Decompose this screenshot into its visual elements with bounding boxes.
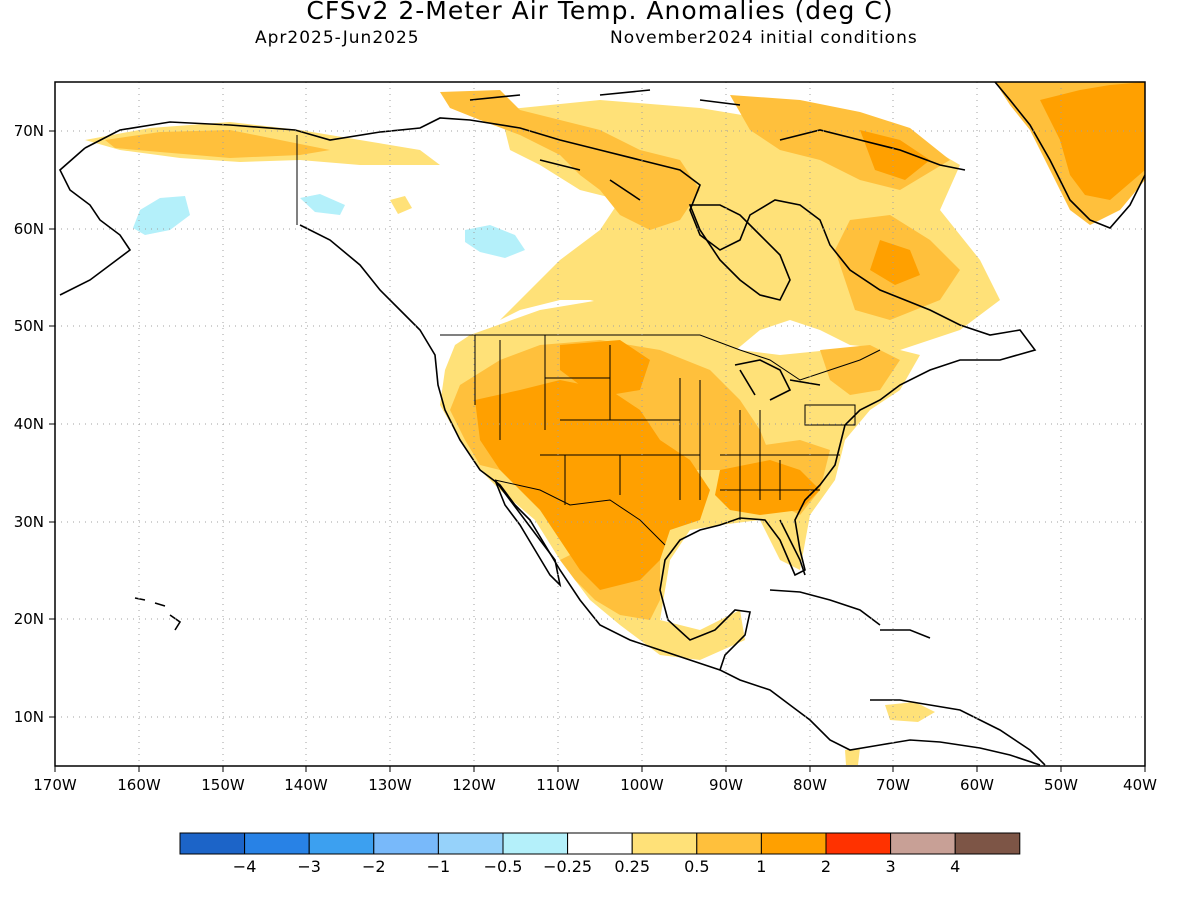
colorbar-swatch: [760, 832, 827, 855]
anomaly-zone-gulf-coast: [715, 460, 820, 515]
coastline-great-lakes: [734, 359, 821, 401]
colorbar-swatch: [308, 832, 375, 855]
lon-label: 130W: [368, 776, 412, 794]
coastline-hawaii: [134, 597, 182, 631]
colorbar-label: −4: [233, 857, 257, 876]
lon-label: 40W: [1123, 776, 1157, 794]
colorbar-swatch: [437, 832, 504, 855]
colorbar-label: 0.5: [684, 857, 709, 876]
coastline-hispaniola: [880, 629, 931, 639]
colorbar-label: 4: [950, 857, 960, 876]
initial-conditions: November2024 initial conditions: [610, 28, 918, 48]
anomaly-zone-alaska-cool: [133, 196, 190, 235]
anomaly-zone-southwest-core: [475, 380, 710, 590]
coastline-alaska-west: [59, 147, 132, 296]
colorbar-swatch: [373, 832, 439, 855]
coastline-greenland: [994, 82, 1145, 229]
colorbar-label: −0.25: [543, 857, 592, 876]
political-borders: [296, 135, 881, 546]
colorbar-swatch: [631, 832, 698, 855]
colorbar-label: −0.5: [484, 857, 523, 876]
border-us-canada: [440, 334, 881, 381]
anomaly-zone-baffin-core: [860, 130, 930, 180]
lon-label: 170W: [33, 776, 77, 794]
coastline-florida: [779, 519, 806, 576]
lat-label: 40N: [14, 415, 44, 433]
anomaly-zone-plains: [560, 340, 650, 395]
lon-label: 140W: [284, 776, 328, 794]
lat-label: 30N: [14, 513, 44, 531]
colorbar-label: 1: [756, 857, 766, 876]
coastline-islands: [469, 89, 741, 201]
colorbar-label: 3: [886, 857, 896, 876]
lat-label: 20N: [14, 610, 44, 628]
colorbar-labels: −4 −3 −2 −1 −0.5 −0.25 0.25 0.5 1 2 3 4: [233, 857, 960, 876]
anomaly-zone-yukon-cool: [300, 194, 345, 215]
anomaly-zone-labrador-core: [870, 240, 920, 285]
colorbar-label: 0.25: [614, 857, 650, 876]
colorbar-swatch: [825, 832, 892, 855]
anomaly-zone-small-1: [390, 196, 412, 214]
coastline-hudson-bay: [688, 204, 791, 301]
colorbar-swatch: [502, 832, 569, 855]
lat-label: 50N: [14, 317, 44, 335]
gridlines: [55, 82, 1145, 766]
lon-label: 120W: [452, 776, 496, 794]
lat-label: 10N: [14, 708, 44, 726]
lon-label: 100W: [620, 776, 664, 794]
lat-label: 60N: [14, 220, 44, 238]
axis-ticks: [49, 130, 1146, 772]
lon-label: 90W: [709, 776, 743, 794]
coastline-baffin: [779, 129, 966, 171]
map-title: CFSv2 2-Meter Air Temp. Anomalies (deg C…: [306, 0, 894, 25]
anomaly-zone-nwt-cool: [465, 225, 525, 258]
forecast-period: Apr2025-Jun2025: [255, 28, 420, 48]
lon-label: 60W: [960, 776, 994, 794]
longitude-labels: 170W 160W 150W 140W 130W 120W 110W 100W …: [33, 776, 1157, 794]
colorbar-swatch: [696, 832, 762, 855]
coastline-cuba: [769, 589, 881, 626]
anomaly-zone-greenland-core: [1040, 82, 1145, 200]
lon-label: 70W: [876, 776, 910, 794]
lon-label: 80W: [793, 776, 827, 794]
latitude-labels: 70N 60N 50N 40N 30N 20N 10N: [14, 122, 44, 726]
coastline-baja: [494, 479, 562, 588]
anomaly-zone-caribbean: [885, 702, 935, 722]
colorbar: −4 −3 −2 −1 −0.5 −0.25 0.25 0.5 1 2 3 4: [179, 832, 1021, 876]
border-us-mexico: [494, 479, 666, 546]
colorbar-swatch: [954, 832, 1021, 855]
colorbar-swatch: [567, 832, 633, 855]
anomaly-zone-northeast: [820, 345, 900, 395]
anomaly-zone-alaska-core: [105, 130, 330, 158]
coastline-south-america: [870, 699, 1046, 766]
lon-label: 150W: [201, 776, 245, 794]
lon-label: 160W: [117, 776, 161, 794]
border-states-east: [699, 380, 856, 520]
colorbar-label: 2: [821, 857, 831, 876]
colorbar-swatch: [179, 832, 246, 855]
colorbar-swatch: [244, 832, 310, 855]
colorbar-swatches: [179, 832, 1021, 855]
coastline-pacific: [299, 224, 721, 671]
coastline-north-america: [84, 117, 1041, 766]
coastlines: [59, 82, 1145, 766]
colorbar-label: −3: [297, 857, 321, 876]
lon-label: 50W: [1044, 776, 1078, 794]
colorbar-swatch: [890, 832, 956, 855]
colorbar-label: −1: [427, 857, 451, 876]
lat-label: 70N: [14, 122, 44, 140]
map-panel: 70N 60N 50N 40N 30N 20N 10N 170W 160W 15…: [14, 81, 1157, 794]
colorbar-label: −2: [362, 857, 386, 876]
anomaly-zone-small-2: [845, 748, 860, 765]
border-states-west: [474, 335, 700, 505]
lon-label: 110W: [536, 776, 580, 794]
